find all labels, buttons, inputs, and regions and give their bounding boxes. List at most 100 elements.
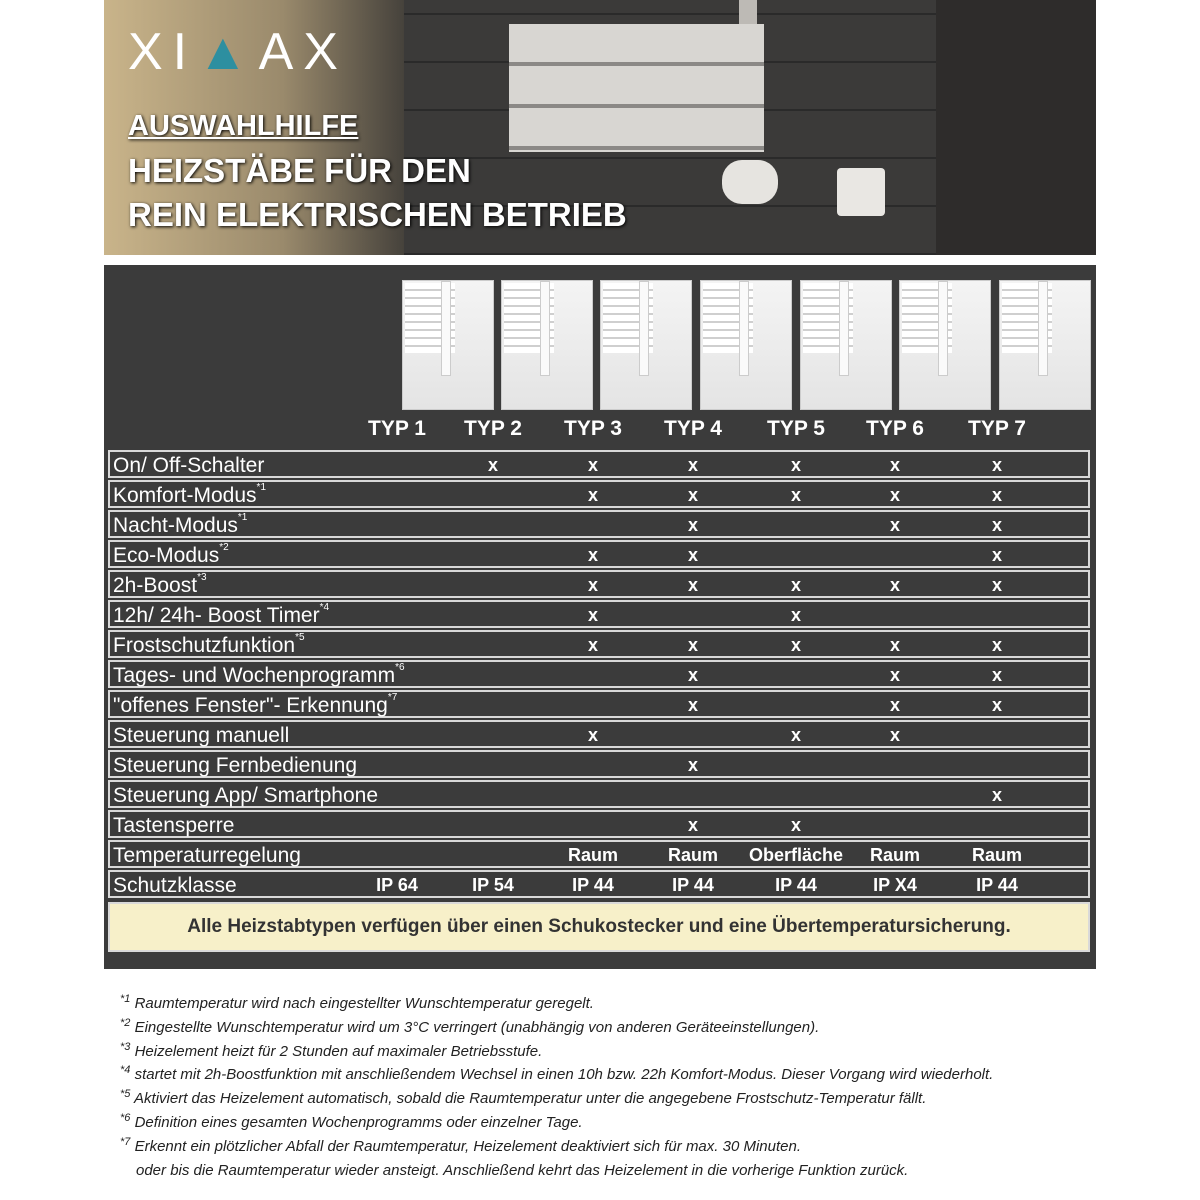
product-image-typ-6: [899, 280, 991, 410]
table-cell: x: [587, 575, 598, 595]
table-cell: x: [790, 575, 801, 595]
table-cell: x: [889, 515, 900, 535]
feature-label: Steuerung manuell: [113, 724, 290, 747]
table-cell: x: [991, 635, 1002, 655]
table-cell: x: [687, 695, 698, 715]
hero-title-line1: HEIZSTÄBE FÜR DEN: [128, 152, 471, 189]
table-row: Komfort-Modus*1 x x x x x: [108, 480, 1090, 508]
table-cell: x: [587, 635, 598, 655]
table-cell: x: [790, 635, 801, 655]
product-image-typ-1: [402, 280, 494, 410]
table-cell: x: [991, 545, 1002, 565]
hero-title-line2: REIN ELEKTRISCHEN BETRIEB: [128, 196, 627, 233]
table-cell: x: [687, 455, 698, 475]
footnote: *1 Raumtemperatur wird nach eingestellte…: [120, 993, 594, 1012]
footnote: oder bis die Raumtemperatur wieder anste…: [136, 1161, 909, 1179]
table-cell: IP 44: [976, 875, 1018, 895]
power-socket-image: [837, 168, 885, 216]
table-cell: x: [790, 815, 801, 835]
footnotes: *1 Raumtemperatur wird nach eingestellte…: [120, 993, 993, 1183]
feature-label: On/ Off-Schalter: [113, 454, 265, 477]
table-cell: x: [587, 545, 598, 565]
table-cell: x: [889, 635, 900, 655]
product-image-typ-4: [700, 280, 792, 410]
table-cell: x: [889, 575, 900, 595]
table-cell: Raum: [971, 845, 1022, 865]
table-row: Steuerung manuell x x x: [108, 720, 1090, 748]
table-row: Temperaturregelung Raum Raum Oberfläche Raum…: [108, 840, 1090, 868]
table-cell: x: [991, 515, 1002, 535]
footnote: *3 Heizelement heizt für 2 Stunden auf m…: [120, 1040, 543, 1060]
table-cell: x: [687, 635, 698, 655]
table-cell: IP X4: [873, 875, 917, 895]
table-cell: x: [991, 455, 1002, 475]
product-image-typ-7: [999, 280, 1091, 410]
product-image-typ-2: [501, 280, 593, 410]
type-header: TYP 1: [368, 417, 426, 440]
table-cell: x: [991, 485, 1002, 505]
cabinet: [936, 0, 1096, 255]
feature-label: Steuerung App/ Smartphone: [113, 784, 379, 807]
info-note: Alle Heizstabtypen verfügen über einen S…: [108, 902, 1090, 952]
heating-element-image: [722, 160, 778, 204]
product-image-typ-5: [800, 280, 892, 410]
type-header: TYP 2: [464, 417, 522, 440]
table-cell: x: [687, 665, 698, 685]
comparison-table: TYP 1 TYP 2 TYP 3 TYP 4 TYP 5 TYP 6 TYP 7 On/ O…: [104, 265, 1096, 969]
footnote: *6 Definition eines gesamten Wochenprogr…: [120, 1111, 583, 1131]
table-cell: x: [790, 485, 801, 505]
feature-label: Tastensperre: [113, 814, 235, 837]
table-row: On/ Off-Schalter x x x x x x: [108, 450, 1090, 478]
table-cell: x: [587, 485, 598, 505]
feature-label: 2h-Boost*3: [113, 572, 207, 597]
table-row: Steuerung App/ Smartphone x: [108, 780, 1090, 808]
type-header: TYP 3: [564, 417, 622, 440]
table-cell: IP 64: [376, 875, 418, 895]
table-cell: x: [687, 545, 698, 565]
radiator-pipe: [739, 0, 757, 24]
table-cell: x: [991, 665, 1002, 685]
table-cell: x: [889, 485, 900, 505]
table-cell: x: [889, 665, 900, 685]
table-cell: Raum: [667, 845, 718, 865]
footnote: *4 startet mit 2h-Boostfunktion mit ansc…: [120, 1064, 994, 1084]
hero-kicker: AUSWAHLHILFE: [128, 110, 359, 142]
table-cell: x: [790, 725, 801, 745]
table-cell: IP 54: [472, 875, 514, 895]
table-cell: x: [487, 455, 498, 475]
feature-label: Tages- und Wochenprogramm*6: [113, 662, 405, 687]
table-cell: x: [889, 725, 900, 745]
feature-label: Komfort-Modus*1: [113, 482, 266, 507]
feature-label: Temperaturregelung: [113, 844, 301, 867]
feature-label: Nacht-Modus*1: [113, 512, 248, 537]
feature-label: Steuerung Fernbedienung: [113, 754, 358, 777]
table-cell: IP 44: [775, 875, 817, 895]
table-row: "offenes Fenster"- Erkennung*7 x x x: [108, 690, 1090, 718]
type-header: TYP 7: [968, 417, 1026, 440]
feature-label: 12h/ 24h- Boost Timer*4: [113, 602, 330, 627]
type-header: TYP 4: [664, 417, 722, 440]
hero-banner: XI▲AX AUSWAHLHILFE HEIZSTÄBE FÜR DEN REI…: [104, 0, 1096, 255]
table-cell: x: [587, 605, 598, 625]
feature-label: Schutzklasse: [113, 874, 237, 897]
feature-label: Frostschutzfunktion*5: [113, 632, 305, 657]
table-cell: x: [587, 455, 598, 475]
table-cell: x: [991, 785, 1002, 805]
table-row: Frostschutzfunktion*5 x x x x x: [108, 630, 1090, 658]
table-cell: x: [687, 485, 698, 505]
table-row: Nacht-Modus*1 x x x: [108, 510, 1090, 538]
table-row: Schutzklasse IP 64 IP 54 IP 44 IP 44 IP 44 IP …: [108, 870, 1090, 898]
table-cell: x: [687, 515, 698, 535]
table-cell: Oberfläche: [748, 845, 844, 865]
table-cell: x: [687, 575, 698, 595]
table-cell: IP 44: [572, 875, 614, 895]
table-cell: x: [587, 725, 598, 745]
ximax-logo: XI▲AX: [128, 23, 348, 81]
table-row: Eco-Modus*2 x x x: [108, 540, 1090, 568]
type-header: TYP 6: [866, 417, 924, 440]
radiator-image: [509, 24, 764, 152]
table-cell: x: [991, 695, 1002, 715]
table-cell: x: [790, 455, 801, 475]
type-header: TYP 5: [767, 417, 825, 440]
footnote: *2 Eingestellte Wunschtemperatur wird um…: [120, 1016, 820, 1036]
